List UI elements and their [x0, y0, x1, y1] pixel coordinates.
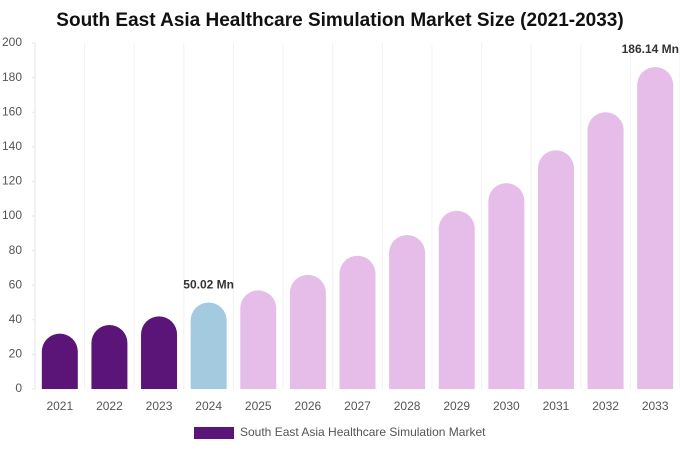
x-tick-label: 2028 — [394, 399, 421, 413]
y-tick-label: 40 — [9, 312, 23, 326]
x-tick-label: 2023 — [146, 399, 173, 413]
y-tick-label: 180 — [2, 70, 22, 84]
x-tick-label: 2031 — [543, 399, 570, 413]
x-tick-label: 2024 — [195, 399, 222, 413]
y-tick-label: 200 — [2, 35, 22, 49]
x-tick-label: 2033 — [642, 399, 669, 413]
value-label: 50.02 Mn — [183, 278, 234, 292]
x-tick-label: 2032 — [592, 399, 619, 413]
bar — [91, 324, 128, 389]
y-tick-label: 140 — [2, 139, 22, 153]
bar — [289, 274, 326, 389]
legend-swatch — [194, 427, 234, 439]
y-tick-label: 100 — [2, 208, 22, 222]
y-tick-label: 60 — [9, 277, 23, 291]
y-tick-label: 0 — [15, 381, 22, 395]
y-tick-label: 20 — [9, 347, 23, 361]
chart-title: South East Asia Healthcare Simulation Ma… — [56, 10, 623, 31]
x-tick-label: 2022 — [96, 399, 123, 413]
bar — [488, 183, 525, 389]
x-tick-label: 2025 — [245, 399, 272, 413]
x-tick-label: 2021 — [46, 399, 73, 413]
y-tick-label: 160 — [2, 104, 22, 118]
bar — [587, 112, 624, 389]
bar — [389, 235, 426, 389]
y-tick-label: 120 — [2, 174, 22, 188]
bar — [537, 150, 574, 389]
bar — [240, 290, 277, 389]
y-tick-label: 80 — [9, 243, 23, 257]
bar — [339, 255, 376, 389]
x-tick-label: 2030 — [493, 399, 520, 413]
bar — [637, 66, 674, 390]
bar — [141, 316, 178, 389]
bar — [438, 210, 475, 389]
x-tick-label: 2027 — [344, 399, 371, 413]
legend-label: South East Asia Healthcare Simulation Ma… — [240, 425, 486, 439]
value-label: 186.14 Mn — [622, 42, 679, 56]
x-tick-label: 2029 — [443, 399, 470, 413]
bar — [190, 302, 227, 389]
x-tick-label: 2026 — [295, 399, 322, 413]
bar — [41, 333, 78, 389]
